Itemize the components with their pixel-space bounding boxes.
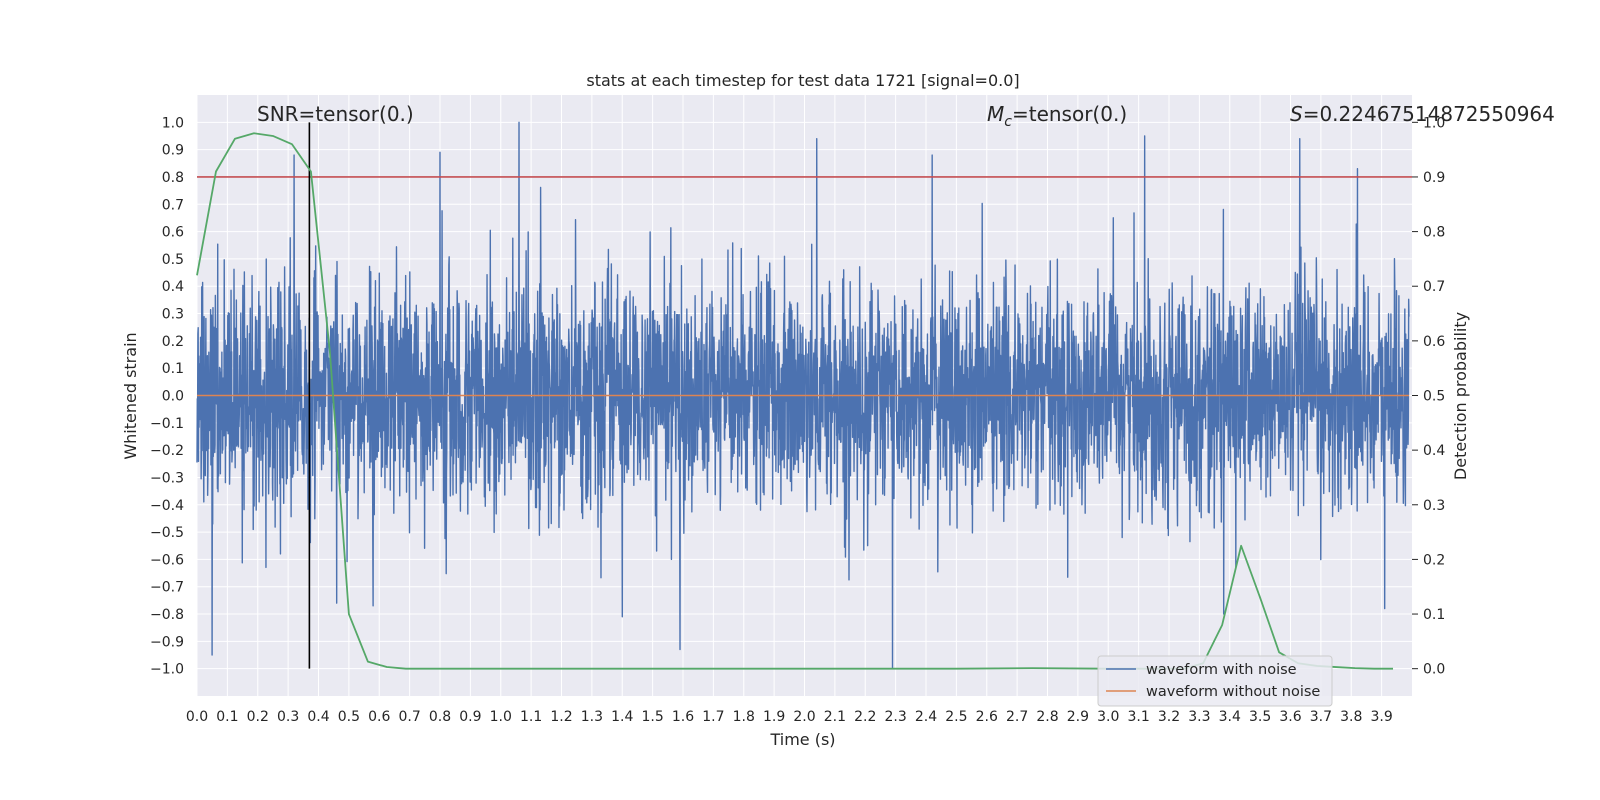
x-tick-label: 3.8 — [1340, 709, 1362, 725]
x-tick-label: 3.5 — [1249, 709, 1271, 725]
x-tick-label: 2.5 — [945, 709, 967, 725]
y-tick-label-left: −0.1 — [150, 416, 184, 432]
x-tick-label: 2.0 — [793, 709, 815, 725]
mc-value: =tensor(0.) — [1012, 102, 1127, 126]
snr-annotation: SNR=tensor(0.) — [257, 102, 414, 126]
y-tick-label-right: 0.3 — [1423, 498, 1445, 514]
x-tick-label: 0.7 — [398, 709, 420, 725]
x-tick-label: 2.6 — [976, 709, 998, 725]
y-tick-label-right: 0.2 — [1423, 552, 1445, 568]
x-tick-label: 0.5 — [338, 709, 360, 725]
x-tick-label: 3.6 — [1279, 709, 1301, 725]
x-tick-label: 2.1 — [824, 709, 846, 725]
x-tick-label: 3.9 — [1370, 709, 1392, 725]
y-tick-label-left: 0.0 — [162, 389, 184, 405]
y-tick-label-left: 0.1 — [162, 361, 184, 377]
x-tick-label: 0.6 — [368, 709, 390, 725]
y-tick-label-left: 0.6 — [162, 225, 184, 241]
y-tick-label-right: 0.8 — [1423, 225, 1445, 241]
y-tick-label-right: 0.6 — [1423, 334, 1445, 350]
y-tick-label-left: −0.8 — [150, 607, 184, 623]
x-axis-label: Time (s) — [769, 730, 835, 749]
x-tick-label: 3.0 — [1097, 709, 1119, 725]
y-tick-label-left: −0.3 — [150, 470, 184, 486]
y-tick-label-left: 0.3 — [162, 307, 184, 323]
s-symbol: S — [1290, 102, 1303, 126]
mc-symbol: M — [987, 102, 1004, 126]
chart-title: stats at each timestep for test data 172… — [586, 71, 1019, 90]
y-tick-label-left: −0.7 — [150, 580, 184, 596]
y-tick-label-left: −0.9 — [150, 634, 184, 650]
series-waveform-with-noise — [196, 121, 1410, 670]
x-tick-label: 0.9 — [459, 709, 481, 725]
x-tick-label: 1.7 — [702, 709, 724, 725]
x-tick-label: 3.2 — [1158, 709, 1180, 725]
waveform-with-noise-line — [196, 121, 1410, 670]
legend-label-with-noise: waveform with noise — [1146, 662, 1297, 678]
y-tick-label-left: −0.4 — [150, 498, 184, 514]
mc-annotation: Mc=tensor(0.) — [987, 102, 1127, 130]
x-tick-label: 3.7 — [1310, 709, 1332, 725]
y-tick-label-right: 0.0 — [1423, 662, 1445, 678]
y-tick-label-left: −0.2 — [150, 443, 184, 459]
axes: 0.0 0.1 0.2 0.3 0.4 0.5 0.6 0.7 0.8 0.9 1.0 1.1 1.2 1… — [150, 115, 1445, 725]
x-tick-label: 0.3 — [277, 709, 299, 725]
y-tick-label-right: 0.9 — [1423, 170, 1445, 186]
y-tick-label-left: −0.5 — [150, 525, 184, 541]
y-tick-label-left: −1.0 — [150, 662, 184, 678]
x-tick-label: 0.1 — [216, 709, 238, 725]
x-tick-label: 2.8 — [1036, 709, 1058, 725]
y-tick-label-left: 0.4 — [162, 279, 184, 295]
x-tick-label: 2.2 — [854, 709, 876, 725]
y-tick-label-left: 0.2 — [162, 334, 184, 350]
y-tick-label-right: 0.7 — [1423, 279, 1445, 295]
legend-box — [1097, 655, 1333, 707]
s-value: =0.22467514872550964 — [1303, 102, 1555, 126]
y-axis-label-left: Whitened strain — [121, 332, 140, 459]
x-tick-label: 0.2 — [247, 709, 269, 725]
y-tick-label-right: 0.4 — [1423, 443, 1445, 459]
x-tick-label: 1.4 — [611, 709, 633, 725]
y-tick-label-right: 0.5 — [1423, 389, 1445, 405]
x-tick-label: 1.3 — [581, 709, 603, 725]
x-tick-label: 0.0 — [186, 709, 208, 725]
x-tick-label: 1.8 — [733, 709, 755, 725]
y-tick-label-right: 1.0 — [1423, 115, 1445, 131]
x-tick-label: 1.2 — [550, 709, 572, 725]
x-tick-label: 2.9 — [1067, 709, 1089, 725]
y-axis-label-right: Detection probability — [1451, 312, 1470, 480]
y-tick-label-left: 0.5 — [162, 252, 184, 268]
legend-label-without-noise: waveform without noise — [1146, 684, 1320, 700]
x-tick-label: 1.0 — [490, 709, 512, 725]
x-tick-label: 1.6 — [672, 709, 694, 725]
x-tick-label: 3.4 — [1219, 709, 1241, 725]
y-tick-label-left: 0.7 — [162, 197, 184, 213]
y-tick-label-left: 0.8 — [162, 170, 184, 186]
x-tick-label: 3.1 — [1127, 709, 1149, 725]
x-tick-label: 2.7 — [1006, 709, 1028, 725]
x-tick-label: 2.4 — [915, 709, 937, 725]
x-tick-label: 1.1 — [520, 709, 542, 725]
y-tick-label-left: −0.6 — [150, 552, 184, 568]
x-tick-label: 0.4 — [307, 709, 329, 725]
x-tick-label: 2.3 — [884, 709, 906, 725]
y-tick-label-right: 0.1 — [1423, 607, 1445, 623]
x-tick-label: 3.3 — [1188, 709, 1210, 725]
x-tick-label: 1.5 — [641, 709, 663, 725]
x-tick-label: 1.9 — [763, 709, 785, 725]
y-tick-label-left: 1.0 — [162, 115, 184, 131]
x-tick-label: 0.8 — [429, 709, 451, 725]
y-tick-label-left: 0.9 — [162, 143, 184, 159]
s-annotation: S=0.22467514872550964 — [1290, 102, 1555, 126]
mc-subscript: c — [1004, 114, 1012, 130]
legend: waveform with noise waveform without noi… — [1097, 655, 1333, 707]
